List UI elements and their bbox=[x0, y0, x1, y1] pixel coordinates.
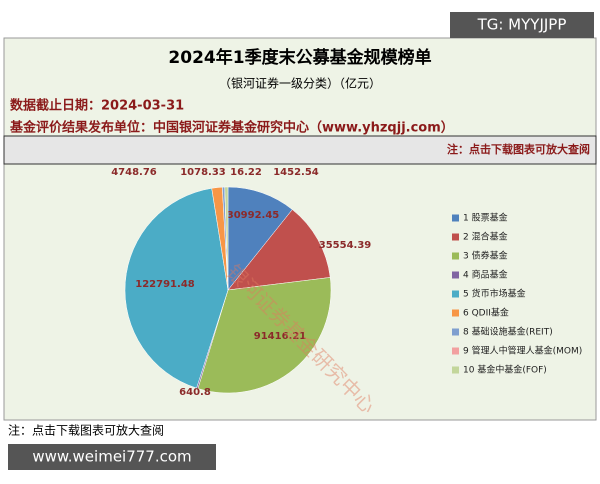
legend-swatch bbox=[452, 309, 459, 317]
watermark-top: TG: MYYJJPP bbox=[477, 16, 567, 34]
data-label: 1078.33 bbox=[180, 167, 226, 178]
chart-title: 2024年1季度末公募基金规模榜单 bbox=[168, 47, 431, 68]
legend-swatch bbox=[452, 366, 459, 374]
legend-swatch bbox=[452, 290, 459, 298]
legend-label: 3 债券基金 bbox=[463, 250, 508, 262]
data-label: 91416.21 bbox=[254, 331, 307, 342]
data-label: 640.8 bbox=[179, 387, 211, 398]
footer-note: 注：点击下载图表可放大查阅 bbox=[8, 423, 164, 438]
legend-swatch bbox=[452, 252, 459, 260]
pie-slice bbox=[227, 186, 293, 291]
legend-label: 8 基础设施基金(REIT) bbox=[463, 326, 553, 338]
data-label: 16.22 bbox=[230, 167, 262, 178]
tg-box bbox=[450, 12, 594, 38]
legend-label: 1 股票基金 bbox=[463, 212, 508, 224]
pie-slice bbox=[227, 209, 331, 291]
pie-slice bbox=[124, 188, 229, 389]
publisher-line: 基金评价结果发布单位：中国银河证券基金研究中心（www.yhzqjj.com） bbox=[9, 120, 454, 136]
legend-label: 6 QDII基金 bbox=[463, 307, 509, 319]
note-bar bbox=[3, 135, 597, 165]
pie-slice bbox=[224, 186, 229, 291]
data-label: 30992.45 bbox=[227, 210, 280, 221]
legend-label: 2 混合基金 bbox=[463, 231, 508, 243]
date-line: 数据截止日期：2024-03-31 bbox=[10, 98, 184, 114]
legend-swatch bbox=[452, 233, 459, 241]
legend-label: 4 商品基金 bbox=[463, 269, 508, 281]
legend-swatch bbox=[452, 347, 459, 355]
data-label: 35554.39 bbox=[319, 240, 372, 251]
legend-label: 10 基金中基金(FOF) bbox=[463, 364, 547, 376]
watermark-bottom: www.weimei777.com bbox=[32, 448, 191, 466]
data-label: 4748.76 bbox=[111, 167, 157, 178]
url-box bbox=[8, 444, 216, 470]
legend-label: 9 管理人中管理人基金(MOM) bbox=[463, 345, 582, 357]
legend-swatch bbox=[452, 271, 459, 279]
legend-swatch bbox=[452, 328, 459, 336]
legend-label: 5 货币市场基金 bbox=[463, 288, 526, 300]
legend-swatch bbox=[452, 214, 459, 222]
chart-subtitle: （银河证券一级分类）（亿元） bbox=[219, 76, 381, 91]
pie: 30992.45 35554.39 91416.21 640.8 122791.48 47… bbox=[111, 167, 582, 398]
data-label: 1452.54 bbox=[273, 167, 319, 178]
data-label: 122791.48 bbox=[135, 279, 195, 290]
pie-slice bbox=[197, 277, 332, 394]
note-top: 注：点击下载图表可放大查阅 bbox=[447, 142, 590, 156]
